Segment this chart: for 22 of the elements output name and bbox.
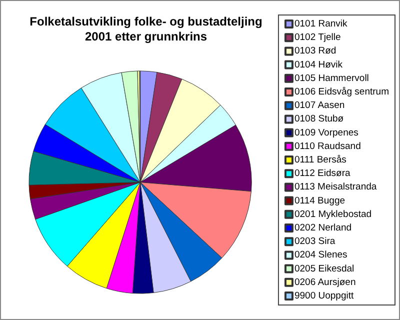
text: Folketalsutvikling folke- og bustadteljing 2001 etter grunnkrins: [30, 14, 262, 44]
legend-label: 0107 Aasen: [294, 100, 345, 112]
legend-label: 0113 Meisalstranda: [294, 182, 378, 193]
legend-label: 0202 Nerland: [294, 222, 352, 234]
legend-label: 0114 Bugge: [294, 195, 346, 206]
legend-label: 0101 Ranvik: [294, 18, 348, 30]
legend-label: 0108 Stubø: [294, 114, 344, 125]
legend-label: 0201 Myklebostad: [294, 208, 372, 220]
legend-label: 0104 Høvik: [294, 59, 343, 70]
legend-label: 0111 Bersås: [294, 154, 347, 166]
legend-label: 0203 Sira: [294, 236, 336, 248]
legend-label: 9900 Uoppgitt: [294, 290, 354, 302]
legend-label: 0205 Eikesdal: [294, 263, 354, 274]
legend-label: 0204 Slenes: [294, 250, 348, 261]
legend-label: 0105 Hammervoll: [294, 72, 369, 84]
legend-label: 0102 Tjelle: [294, 32, 341, 44]
legend-label: 0206 Aursjøen: [294, 276, 356, 288]
legend-label: 0109 Vorpenes: [294, 127, 359, 138]
legend-label: 0110 Raudsand: [294, 140, 361, 152]
legend-label: 0112 Eidsøra: [294, 168, 351, 180]
legend-label: 0103 Rød: [294, 46, 336, 57]
legend-label: 0106 Eidsvåg sentrum: [294, 86, 390, 98]
